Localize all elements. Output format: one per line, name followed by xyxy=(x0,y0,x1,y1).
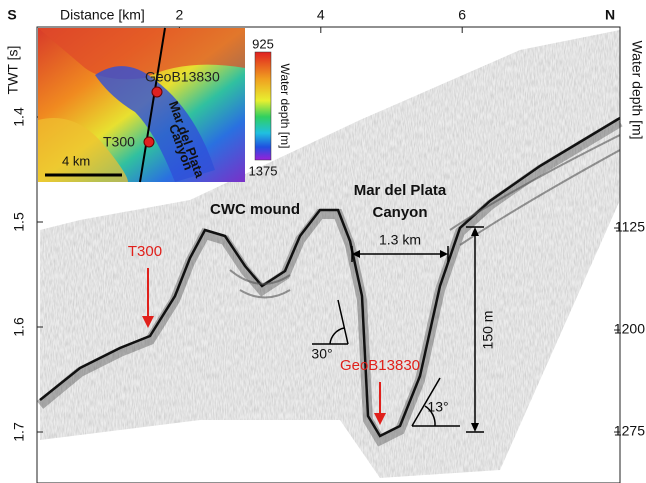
height-label: 150 m xyxy=(480,311,496,350)
site-arrow xyxy=(142,268,386,425)
canyon-label: Canyon xyxy=(372,204,427,221)
top-tick-label: 6 xyxy=(458,7,466,23)
right-axis-label: Water depth [m] xyxy=(629,40,645,139)
left-tick-label: 1.6 xyxy=(11,317,27,337)
angle-label: 13° xyxy=(427,399,448,415)
inset-site-label: GeoB13830 xyxy=(145,69,220,85)
colorbar-label: 1375 xyxy=(249,163,278,178)
width-label: 1.3 km xyxy=(379,232,421,248)
width-arrow xyxy=(351,246,449,262)
colorbar-label: 925 xyxy=(252,36,274,51)
top-tick-label: 4 xyxy=(317,7,325,23)
plot-frame xyxy=(36,26,621,483)
height-arrow xyxy=(466,226,484,433)
colorbar-title: Water depth [m] xyxy=(278,64,292,149)
north-label: N xyxy=(605,7,615,23)
left-tick-label: 1.7 xyxy=(11,422,27,442)
left-tick-label: 1.5 xyxy=(11,212,27,232)
right-tick-label: 1275 xyxy=(614,423,645,439)
mound-label: CWC mound xyxy=(210,201,300,218)
top-axis-label: Distance [km] xyxy=(60,7,145,23)
canyon-label: Mar del Plata xyxy=(354,182,447,199)
right-tick-label: 1200 xyxy=(614,321,645,337)
right-tick-label: 1125 xyxy=(615,219,645,235)
angle-label: 30° xyxy=(311,346,332,362)
left-axis-label: TWT [s] xyxy=(5,46,21,95)
site-label: T300 xyxy=(128,243,162,260)
site-label: GeoB13830 xyxy=(340,357,420,374)
inset-map xyxy=(38,27,272,183)
south-label: S xyxy=(7,7,16,23)
angle-marks xyxy=(312,299,460,427)
top-tick-label: 2 xyxy=(176,7,184,23)
left-tick-label: 1.4 xyxy=(11,107,27,127)
inset-scale-label: 4 km xyxy=(62,153,90,168)
inset-site-label: T300 xyxy=(103,134,135,150)
